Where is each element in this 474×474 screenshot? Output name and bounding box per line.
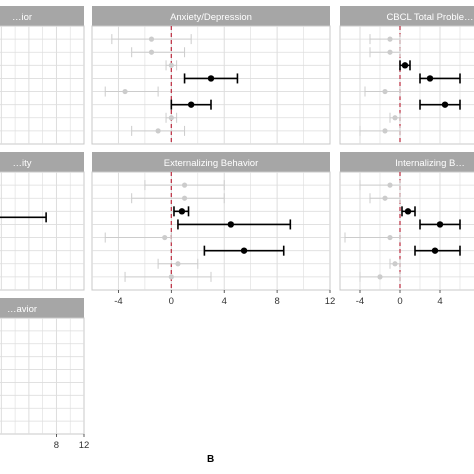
facet-panel-6: Internalizing B… -4 0 4: [339, 152, 474, 307]
facet-title: …avior: [7, 304, 37, 315]
x-tick-label: 0: [169, 296, 174, 307]
facet-panel-7: …avior 8 12: [0, 298, 89, 451]
x-tick-label: -4: [114, 296, 122, 307]
point-estimate: [382, 128, 388, 134]
facet-plot-area: [91, 25, 331, 145]
x-tick-label: 8: [274, 296, 279, 307]
facet-panel-5: Externalizing Behavior -4 0 4 8 12: [91, 152, 336, 307]
facet-plot-area: [0, 317, 85, 435]
point-estimate: [431, 247, 439, 254]
x-tick-label: 4: [222, 296, 227, 307]
point-estimate: [441, 101, 449, 108]
facet-plot-area: [0, 171, 85, 291]
point-estimate: [227, 221, 235, 228]
point-estimate: [148, 36, 155, 42]
facet-title: Internalizing B…: [395, 158, 465, 169]
x-tick-label: 12: [325, 296, 336, 307]
point-estimate: [122, 88, 128, 95]
panel-letter-b: B: [207, 454, 215, 465]
facet-plot-area: [0, 25, 85, 145]
point-estimate: [392, 261, 398, 267]
point-estimate: [168, 115, 174, 121]
facet-panel-1: …ior: [0, 6, 85, 145]
point-estimate: [187, 101, 195, 108]
point-estimate: [401, 62, 409, 69]
point-estimate: [382, 88, 388, 95]
point-estimate: [207, 75, 215, 82]
point-estimate: [178, 208, 186, 215]
facet-strip: [0, 152, 84, 172]
point-estimate: [162, 234, 168, 241]
point-estimate: [382, 195, 388, 201]
point-estimate: [436, 221, 444, 228]
point-estimate: [240, 247, 248, 254]
facet-strip: [340, 152, 474, 172]
facet-panel-4: …ity: [0, 152, 85, 291]
point-estimate: [148, 49, 155, 55]
point-estimate: [377, 274, 383, 280]
facet-strip: [92, 152, 330, 172]
facet-title: Anxiety/Depression: [170, 12, 252, 23]
facet-panel-2: Anxiety/Depression: [91, 6, 331, 145]
facet-title: …ior: [12, 12, 32, 23]
x-tick-label: 12: [79, 440, 90, 451]
point-estimate: [426, 75, 434, 82]
facet-plot-area: [339, 171, 474, 291]
point-estimate: [175, 261, 181, 267]
point-estimate: [181, 195, 188, 201]
point-estimate: [392, 115, 398, 121]
x-tick-label: 8: [54, 440, 59, 451]
x-tick-label: 0: [397, 296, 402, 307]
facet-title: Externalizing Behavior: [164, 158, 259, 169]
point-estimate: [387, 36, 393, 42]
point-estimate: [387, 234, 393, 241]
x-tick-label: -4: [356, 296, 364, 307]
facet-strip: [0, 298, 84, 318]
point-estimate: [168, 274, 174, 280]
facet-strip: [0, 6, 84, 26]
facet-title: …ity: [13, 158, 32, 169]
facet-plot-area: [91, 171, 331, 291]
facet-title: CBCL Total Proble…: [386, 12, 473, 23]
point-estimate: [387, 182, 393, 188]
point-estimate: [168, 62, 174, 68]
point-estimate: [155, 128, 161, 134]
facet-strip: [92, 6, 330, 26]
point-estimate: [181, 182, 188, 188]
facet-strip: [340, 6, 474, 26]
facet-panel-3: CBCL Total Proble…: [339, 6, 474, 145]
x-tick-label: 4: [437, 296, 442, 307]
point-estimate: [387, 49, 393, 55]
facet-plot-area: [339, 25, 474, 145]
point-estimate: [404, 208, 412, 215]
